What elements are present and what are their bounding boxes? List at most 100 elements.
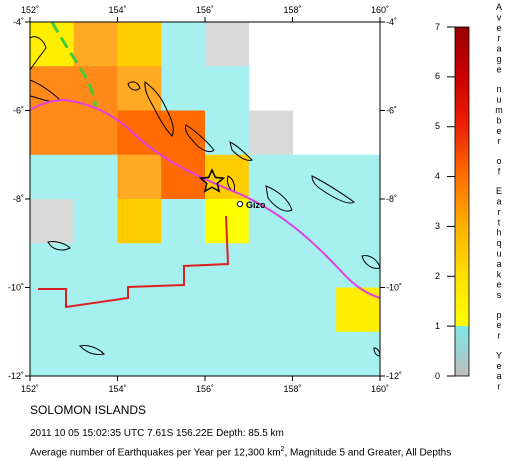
grid-cell xyxy=(117,22,162,67)
lon-label-158-bottom: 158˚ xyxy=(283,384,301,394)
grid-cell xyxy=(30,154,75,200)
lat-label-4-left: -4˚ xyxy=(13,17,24,27)
colorbar-label-3: 3 xyxy=(435,221,440,231)
grid-cell xyxy=(161,22,206,67)
lon-label-154-top: 154˚ xyxy=(108,5,126,15)
grid-cell xyxy=(73,22,118,67)
grid-cell xyxy=(73,110,118,156)
grid-cell xyxy=(336,287,380,333)
grid-cell xyxy=(205,287,250,333)
grid-cell xyxy=(248,154,293,200)
lon-label-158-top: 158˚ xyxy=(283,5,301,15)
lat-labels-right: -4˚ -6˚ -8˚ -10˚ -12˚ xyxy=(386,17,402,381)
island-bougainville xyxy=(144,81,174,137)
grid-cell xyxy=(73,199,118,244)
colorbar-ticks xyxy=(447,26,455,377)
dashed-fault-line xyxy=(50,22,98,107)
grid-cell xyxy=(30,287,75,333)
grid-cell xyxy=(161,110,206,156)
lon-label-152-top: 152˚ xyxy=(21,5,39,15)
grid-cell xyxy=(30,243,75,288)
lon-label-154-bottom: 154˚ xyxy=(108,384,126,394)
grid-cell xyxy=(117,287,162,333)
description-superscript: 2 xyxy=(280,446,285,453)
gizo-label: Gizo xyxy=(246,200,266,210)
grid-cell xyxy=(336,331,380,376)
map-description: Average number of Earthquakes per Year p… xyxy=(30,446,451,458)
lat-label-4-right: -4˚ xyxy=(386,17,397,27)
lon-label-160-bottom: 160˚ xyxy=(371,384,389,394)
grid-cell xyxy=(205,66,250,111)
grid-cell xyxy=(205,154,250,200)
lat-labels-left: -4˚ -6˚ -8˚ -10˚ -12˚ xyxy=(8,17,24,381)
description-suffix: , Magnitude 5 and Greater, All Depths xyxy=(284,447,452,459)
grid-cell xyxy=(117,199,162,244)
grid-cell xyxy=(161,154,206,200)
lon-labels-top: 152˚ 154˚ 156˚ 158˚ 160˚ xyxy=(21,5,389,15)
grid-cell xyxy=(292,243,337,288)
description-prefix: Average number of Earthquakes per Year p… xyxy=(30,447,281,459)
region-title: SOLOMON ISLANDS xyxy=(30,403,147,417)
seismicity-map: Gizo 152˚ 154˚ 156˚ 158˚ 160˚ 152˚ 154˚ … xyxy=(8,2,503,394)
colorbar-label-6: 6 xyxy=(435,71,440,81)
lon-label-156-top: 156˚ xyxy=(196,5,214,15)
colorbar-tick-labels: 0 1 2 3 4 5 6 7 xyxy=(435,22,440,381)
colorbar-label-7: 7 xyxy=(435,22,440,32)
grid-cell xyxy=(30,110,75,156)
lat-label-10-left: -10˚ xyxy=(8,283,24,293)
grid-cell xyxy=(205,331,250,376)
lat-label-12-left: -12˚ xyxy=(8,371,24,381)
lat-label-6-left: -6˚ xyxy=(13,106,24,116)
event-details: 2011 10 05 15:02:35 UTC 7.61S 156.22E De… xyxy=(30,428,284,439)
grid-cell xyxy=(336,199,380,244)
lon-label-160-top: 160˚ xyxy=(371,5,389,15)
grid-cell xyxy=(30,199,75,244)
colorbar-label-2: 2 xyxy=(435,271,440,281)
grid-cell xyxy=(161,66,206,111)
grid-cell xyxy=(336,243,380,288)
boundary-polygon-line xyxy=(38,215,230,309)
gizo-marker xyxy=(236,200,244,208)
grid-cell xyxy=(292,199,337,244)
star-icon xyxy=(198,168,226,193)
grid-cell xyxy=(248,110,293,156)
grid-cell xyxy=(248,287,293,333)
colorbar-label-4: 4 xyxy=(435,171,440,181)
island-new-georgia xyxy=(229,141,253,161)
plate-boundary-line xyxy=(30,98,380,299)
island-east-edge xyxy=(361,255,380,269)
grid-cell xyxy=(30,66,75,111)
grid-cell xyxy=(73,243,118,288)
grid-cell xyxy=(73,154,118,200)
colorbar-gradient xyxy=(454,26,470,377)
grid-cell xyxy=(161,287,206,333)
grid-cell xyxy=(117,243,162,288)
island-buka xyxy=(127,81,141,91)
island-new-ireland xyxy=(30,36,47,71)
grid-cell xyxy=(292,331,337,376)
grid-cell xyxy=(205,22,250,67)
grid-cell xyxy=(30,331,75,376)
lat-label-6-right: -6˚ xyxy=(386,106,397,116)
colorbar-label-0: 0 xyxy=(435,371,440,381)
island-choiseul xyxy=(185,124,215,153)
lon-labels-bottom: 152˚ 154˚ 156˚ 158˚ 160˚ xyxy=(21,384,389,394)
grid-cell xyxy=(117,154,162,200)
island-south-west xyxy=(79,345,106,355)
lon-label-152-bottom: 152˚ xyxy=(21,384,39,394)
island-new-georgia-south xyxy=(265,185,293,212)
colorbar-label-5: 5 xyxy=(435,121,440,131)
island-santa-isabel xyxy=(311,175,355,204)
island-south-east xyxy=(373,347,380,357)
lat-label-8-right: -8˚ xyxy=(386,194,397,204)
grid-cell xyxy=(73,287,118,333)
grid-cell xyxy=(292,287,337,333)
colorbar-label-1: 1 xyxy=(435,321,440,331)
grid-cell xyxy=(117,331,162,376)
